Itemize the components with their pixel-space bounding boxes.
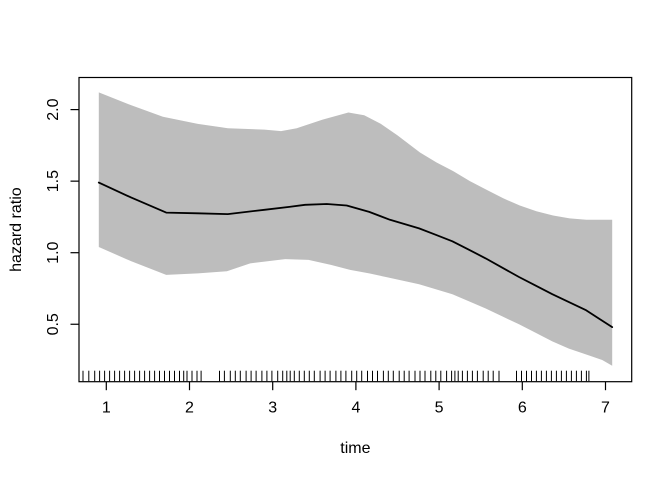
x-tick-label: 7 [601, 400, 610, 417]
x-tick-label: 2 [185, 400, 194, 417]
confidence-band [98, 92, 613, 366]
y-tick-label: 0.5 [45, 313, 62, 335]
x-tick-label: 1 [102, 400, 111, 417]
x-axis-title: time [340, 440, 370, 457]
x-tick-label: 6 [518, 400, 527, 417]
y-tick-label: 1.0 [45, 241, 62, 263]
x-tick-label: 4 [351, 400, 360, 417]
x-tick-label: 3 [268, 400, 277, 417]
y-tick-label: 2.0 [45, 98, 62, 120]
hazard-ratio-curve [97, 181, 614, 329]
y-axis-title: hazard ratio [8, 187, 25, 272]
x-tick-label: 5 [435, 400, 444, 417]
y-tick-label: 1.5 [45, 170, 62, 192]
